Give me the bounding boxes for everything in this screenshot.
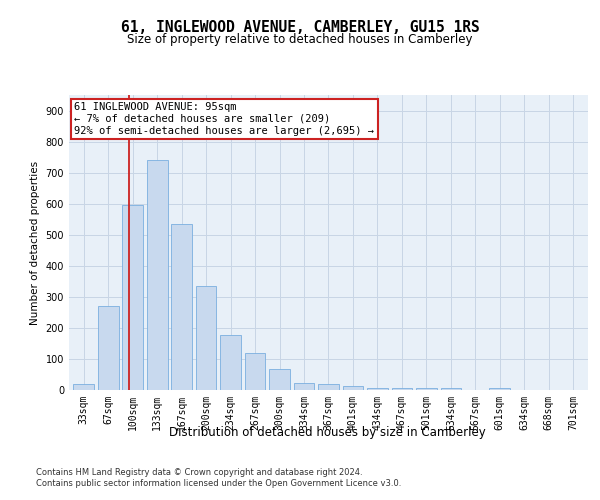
Bar <box>245 354 265 390</box>
Bar <box>98 306 119 390</box>
Text: 61 INGLEWOOD AVENUE: 95sqm
← 7% of detached houses are smaller (209)
92% of semi: 61 INGLEWOOD AVENUE: 95sqm ← 7% of detac… <box>74 102 374 136</box>
Text: Contains HM Land Registry data © Crown copyright and database right 2024.: Contains HM Land Registry data © Crown c… <box>36 468 362 477</box>
Bar <box>440 388 461 390</box>
Text: Contains public sector information licensed under the Open Government Licence v3: Contains public sector information licen… <box>36 480 401 488</box>
Bar <box>490 388 510 390</box>
Bar <box>220 334 241 390</box>
Bar <box>318 384 339 390</box>
Bar <box>367 388 388 390</box>
Text: 61, INGLEWOOD AVENUE, CAMBERLEY, GU15 1RS: 61, INGLEWOOD AVENUE, CAMBERLEY, GU15 1R… <box>121 20 479 35</box>
Bar <box>171 224 192 390</box>
Bar <box>343 386 364 390</box>
Bar <box>122 205 143 390</box>
Bar <box>73 384 94 390</box>
Y-axis label: Number of detached properties: Number of detached properties <box>30 160 40 324</box>
Bar <box>196 286 217 390</box>
Bar <box>269 369 290 390</box>
Text: Size of property relative to detached houses in Camberley: Size of property relative to detached ho… <box>127 34 473 46</box>
Bar <box>147 160 167 390</box>
Text: Distribution of detached houses by size in Camberley: Distribution of detached houses by size … <box>169 426 485 439</box>
Bar <box>416 388 437 390</box>
Bar <box>293 383 314 390</box>
Bar <box>392 388 412 390</box>
